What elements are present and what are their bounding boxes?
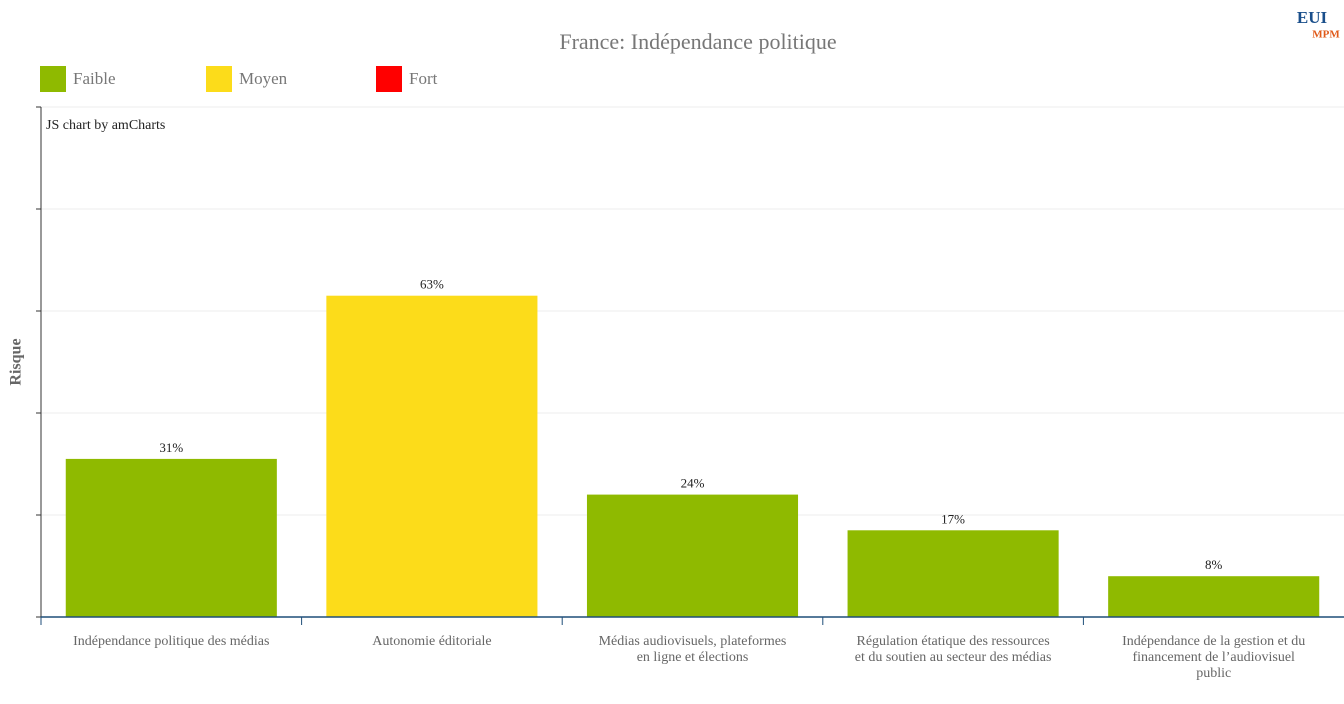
- value-label: 17%: [941, 511, 965, 526]
- bar: [326, 295, 538, 617]
- value-label: 8%: [1205, 557, 1223, 572]
- logo-text: EUI: [1297, 8, 1328, 27]
- x-tick-label: Indépendance de la gestion et du finance…: [1122, 634, 1306, 681]
- bar: [1108, 576, 1320, 617]
- x-tick-label: Indépendance politique des médias: [73, 634, 270, 649]
- legend-label: Moyen: [239, 69, 288, 88]
- chart-title: France: Indépendance politique: [559, 29, 836, 54]
- legend-swatch: [206, 66, 232, 92]
- x-tick-label: Médias audiovisuels, plateformes en lign…: [598, 634, 787, 665]
- bar: [586, 494, 799, 617]
- value-label: 63%: [420, 277, 444, 292]
- y-axis-label: Risque: [8, 338, 25, 385]
- x-tick-label: Autonomie éditoriale: [372, 634, 492, 649]
- bar: [65, 458, 277, 617]
- credit: JS chart by amCharts: [46, 118, 165, 133]
- bar: [847, 530, 1059, 617]
- legend-swatch: [376, 66, 402, 92]
- value-label: 24%: [681, 476, 705, 491]
- legend-swatch: [40, 66, 66, 92]
- logo-subtext: MPM: [1312, 29, 1340, 41]
- x-tick-label: Régulation étatique des ressources et du…: [854, 634, 1052, 665]
- value-label: 31%: [159, 440, 183, 455]
- legend-label: Fort: [409, 69, 438, 88]
- legend-label: Faible: [73, 69, 116, 88]
